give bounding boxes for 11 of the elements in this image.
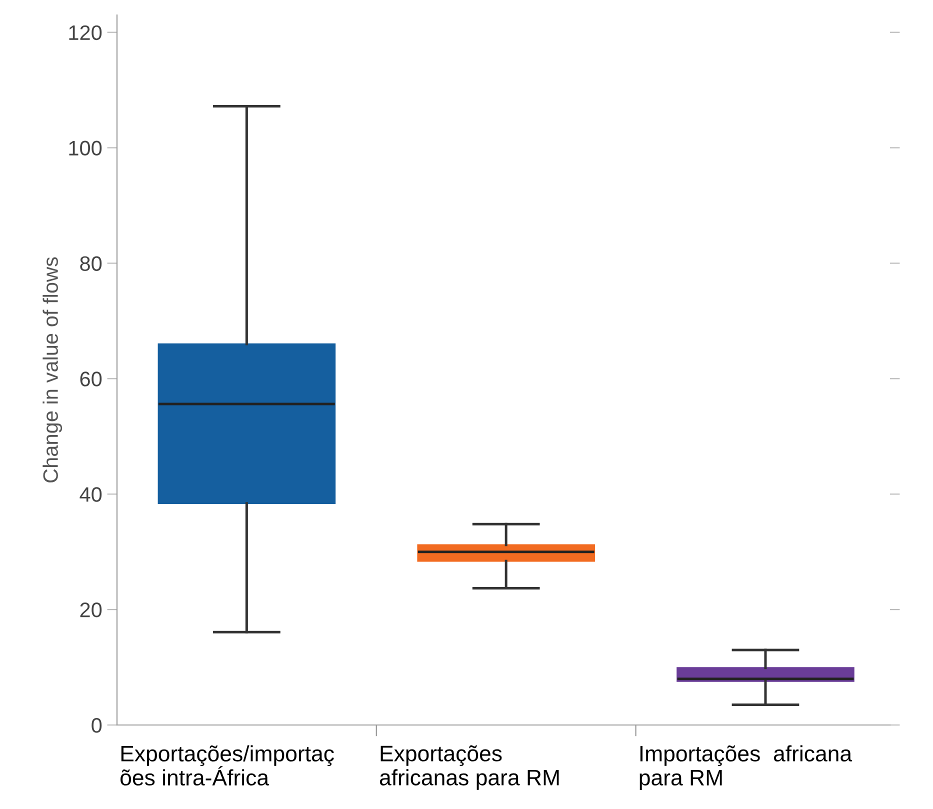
x-tick-label: Exportações/importaç ões intra-África <box>120 745 334 786</box>
y-tick-label: 100 <box>69 140 102 156</box>
y-tick-label: 0 <box>92 718 102 733</box>
x-tick-label: Importações africana para RM <box>640 745 852 790</box>
y-tick-label: 60 <box>80 372 102 386</box>
y-axis-title: Change in value of flows <box>42 257 62 482</box>
y-tick-label: 120 <box>69 25 102 40</box>
y-tick-label: 80 <box>80 256 102 271</box>
x-tick-label: Exportações africanas para RM <box>380 745 559 790</box>
y-tick-label: 20 <box>80 602 102 618</box>
y-tick-label: 40 <box>80 487 102 502</box>
